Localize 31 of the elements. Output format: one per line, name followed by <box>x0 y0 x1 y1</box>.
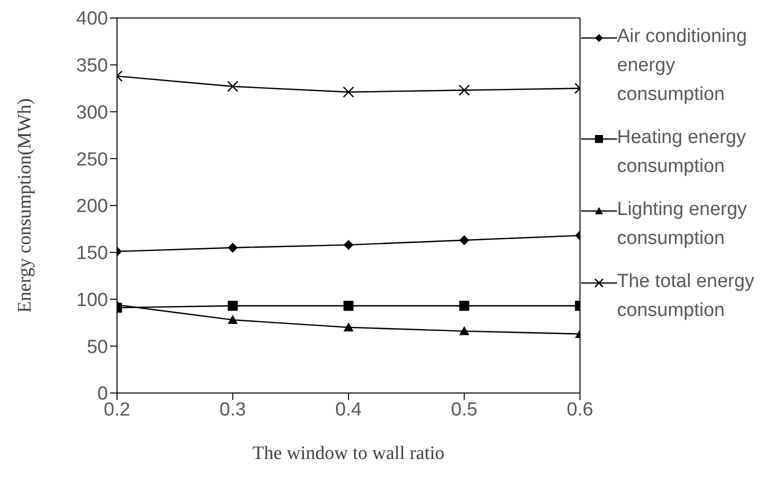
point <box>459 326 470 336</box>
x-tick-label: 0.4 <box>335 399 362 420</box>
x-tick-label: 0.5 <box>451 399 478 420</box>
x-tick-label: 0.3 <box>220 399 246 420</box>
legend-label: Lighting energy consumption <box>617 198 748 251</box>
y-tick-label: 150 <box>76 243 108 264</box>
y-tick-label: 50 <box>86 336 108 358</box>
legend-label: Air conditioning energy consumption <box>617 25 748 107</box>
y-tick-label: 350 <box>76 56 108 77</box>
x-axis-title: The window to wall ratio <box>252 443 445 464</box>
y-tick-label: 100 <box>76 290 108 311</box>
x-tick-label: 0.2 <box>104 399 130 420</box>
legend-label: Heating energy consumption <box>617 126 747 179</box>
y-axis-title: Energy consumption(MWh) <box>14 98 36 313</box>
y-tick-label: 250 <box>76 149 108 170</box>
point <box>344 240 354 250</box>
point <box>342 86 354 98</box>
y-tick-label: 300 <box>76 102 108 124</box>
legend-label: The total energy consumption <box>617 270 756 323</box>
point <box>459 235 470 246</box>
point <box>458 84 470 96</box>
point <box>459 300 470 311</box>
point <box>227 80 238 92</box>
point <box>228 242 238 253</box>
point <box>228 314 238 324</box>
point <box>344 322 354 332</box>
y-tick-label: 200 <box>76 196 108 218</box>
point <box>344 300 354 311</box>
y-tick-label: 400 <box>76 8 108 30</box>
point <box>228 300 238 311</box>
x-tick-label: 0.6 <box>566 399 594 420</box>
